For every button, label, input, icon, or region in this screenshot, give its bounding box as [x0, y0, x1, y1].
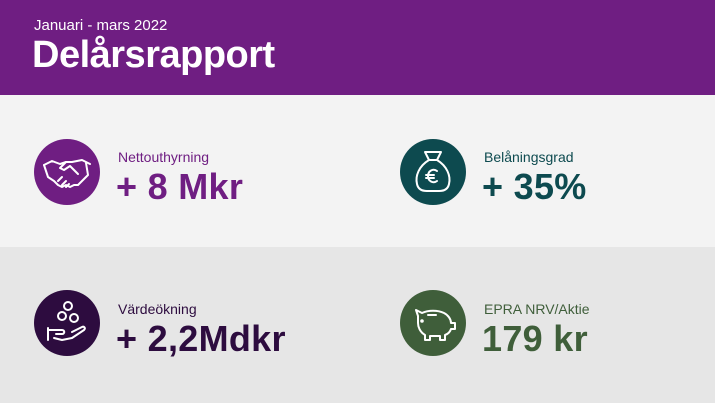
kpi-label: Nettouthyrning: [118, 149, 210, 165]
kpi-value: + 8 Mkr: [116, 166, 244, 207]
kpi-label: Belåningsgrad: [484, 149, 574, 165]
moneybag-icon: [400, 139, 466, 205]
kpi-value: + 35%: [482, 166, 587, 207]
handshake-icon: [34, 139, 100, 205]
piggybank-icon: [400, 290, 466, 356]
coins-hand-icon: [34, 290, 100, 356]
kpi-label: EPRA NRV/Aktie: [484, 301, 590, 317]
subtitle: Januari - mars 2022: [34, 17, 168, 34]
kpi-value: 179 kr: [482, 318, 588, 359]
row-band: [0, 247, 715, 403]
row-band: [0, 95, 715, 247]
kpi-label: Värdeökning: [118, 301, 197, 317]
title: Delårsrapport: [32, 34, 275, 76]
kpi-value: + 2,2Mdkr: [116, 318, 286, 359]
header: Januari - mars 2022 Delårsrapport: [0, 0, 715, 95]
